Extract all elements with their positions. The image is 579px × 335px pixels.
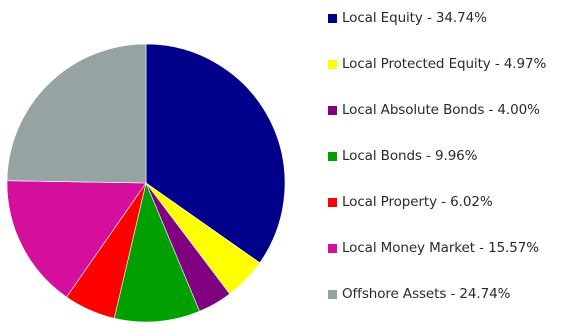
pie-slice-offshore-assets <box>6 43 147 184</box>
legend-item-local-property: Local Property - 6.02% <box>328 192 493 212</box>
legend-item-local-equity: Local Equity - 34.74% <box>328 8 487 28</box>
legend-label: Offshore Assets - 24.74% <box>342 286 511 302</box>
pie-slice-local-money-market <box>6 180 147 298</box>
legend-item-local-absolute-bonds: Local Absolute Bonds - 4.00% <box>328 100 540 120</box>
legend-label: Local Bonds - 9.96% <box>342 148 478 164</box>
pie-chart <box>6 43 286 323</box>
legend-swatch <box>328 13 337 23</box>
legend-swatch <box>328 289 337 299</box>
legend-item-local-money-market: Local Money Market - 15.57% <box>328 238 539 258</box>
legend-label: Local Property - 6.02% <box>342 194 493 210</box>
legend-item-offshore-assets: Offshore Assets - 24.74% <box>328 284 510 304</box>
pie-slice-local-bonds <box>113 182 200 323</box>
legend-swatch <box>328 105 337 115</box>
legend-label: Local Money Market - 15.57% <box>342 240 539 256</box>
legend-label: Local Equity - 34.74% <box>342 10 487 26</box>
legend-label: Local Absolute Bonds - 4.00% <box>342 102 540 118</box>
legend-item-local-protected-equity: Local Protected Equity - 4.97% <box>328 54 546 74</box>
pie-slice-local-equity <box>145 43 286 264</box>
chart-legend: Local Equity - 34.74% Local Protected Equ… <box>328 0 579 335</box>
legend-label: Local Protected Equity - 4.97% <box>342 56 547 72</box>
legend-swatch <box>328 243 337 253</box>
legend-swatch <box>328 151 337 161</box>
legend-swatch <box>328 197 337 207</box>
legend-item-local-bonds: Local Bonds - 9.96% <box>328 146 478 166</box>
legend-swatch <box>328 59 337 69</box>
